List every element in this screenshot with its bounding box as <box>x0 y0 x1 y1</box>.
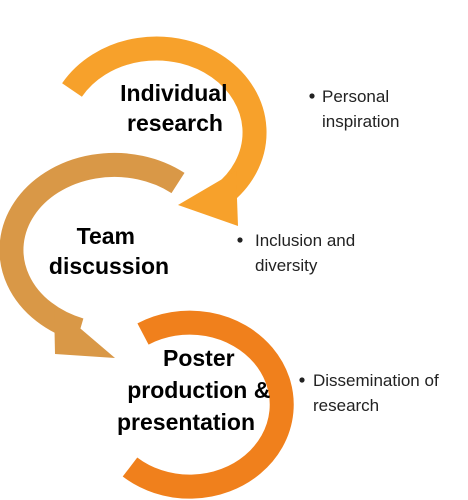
bullet-dot <box>309 93 315 99</box>
stage-title-line: presentation <box>117 409 255 435</box>
stage-ring-team <box>0 152 185 358</box>
stage-title-line: Team <box>77 223 135 249</box>
stage-ring-individual <box>62 36 267 226</box>
bullet-line: Dissemination of <box>313 371 439 390</box>
bullet-line: research <box>313 396 379 415</box>
bullet-line: diversity <box>255 256 318 275</box>
bullet-dot <box>237 237 243 243</box>
stage-ring-poster <box>122 310 294 499</box>
stage-title-line: production & <box>127 377 270 403</box>
stage-title-team: Team discussion <box>49 223 169 279</box>
stage-title-line: Individual <box>120 80 227 106</box>
ring-arc-individual <box>62 36 267 205</box>
arrow-head-individual-to-team <box>178 171 238 226</box>
bullet-line: Personal <box>322 87 389 106</box>
bullet-line: inspiration <box>322 112 400 131</box>
ring-arc-team <box>0 152 185 342</box>
stage-title-line: discussion <box>49 253 169 279</box>
stage-title-poster: Poster production & presentation <box>117 345 277 435</box>
ring-arc-poster <box>122 310 294 499</box>
bullet-personal-inspiration: Personal inspiration <box>309 87 400 131</box>
bullet-dissemination: Dissemination of research <box>299 371 443 415</box>
svg-text:Inclusion and diversity: Inclusion and diversity <box>255 231 360 275</box>
stage-title-line: Poster <box>163 345 235 371</box>
svg-text:Dissemination of researc: Dissemination of research <box>313 371 443 415</box>
stage-title-line: research <box>127 110 223 136</box>
stage-title-individual: Individual research <box>120 80 234 136</box>
svg-text:Personal inspiration: Personal inspiration <box>322 87 400 131</box>
bullet-inclusion-diversity: Inclusion and diversity <box>237 231 360 275</box>
bullet-line: Inclusion and <box>255 231 355 250</box>
bullet-dot <box>299 377 305 383</box>
arrow-head-team-to-poster <box>54 306 115 358</box>
